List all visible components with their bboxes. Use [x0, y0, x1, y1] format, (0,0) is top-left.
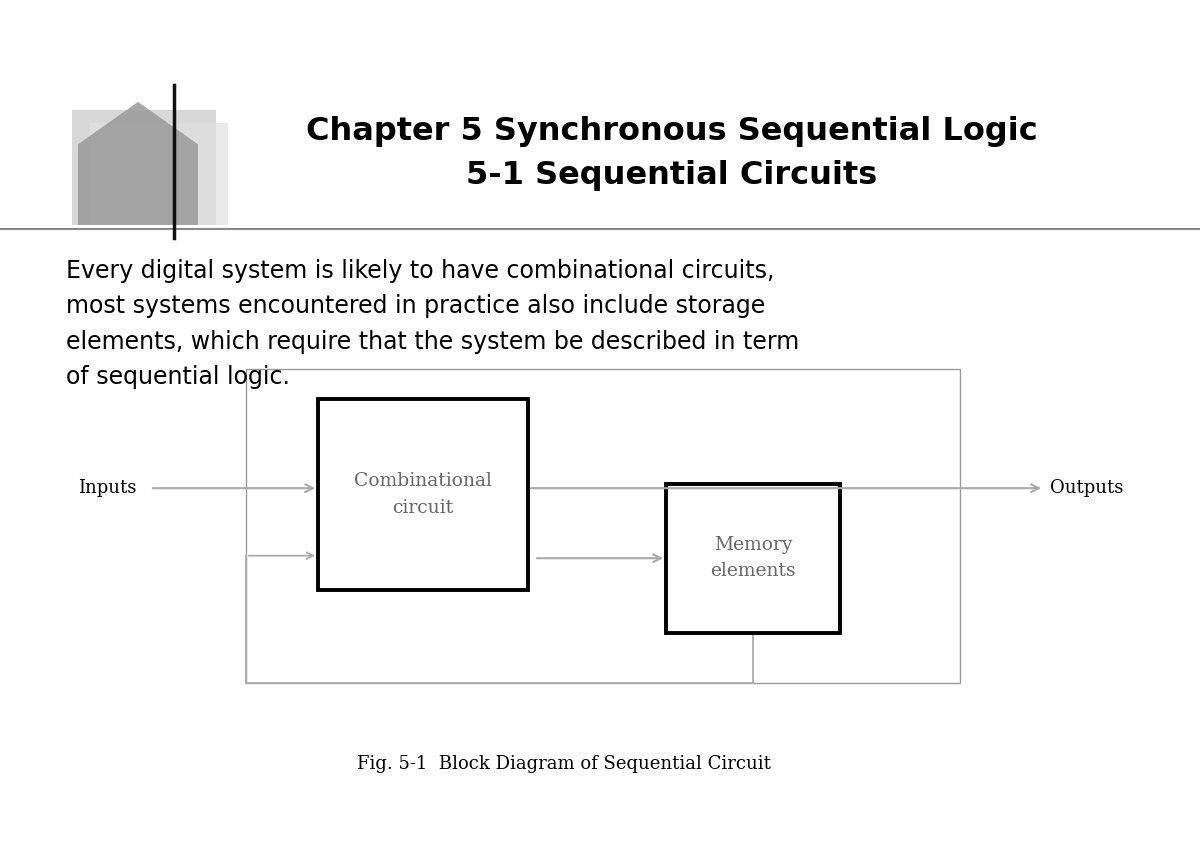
Text: Fig. 5-1  Block Diagram of Sequential Circuit: Fig. 5-1 Block Diagram of Sequential Cir… [358, 755, 770, 773]
Text: Inputs: Inputs [78, 479, 137, 498]
Bar [90, 123, 228, 225]
Text: Combinational
circuit: Combinational circuit [354, 472, 492, 517]
Text: Chapter 5 Synchronous Sequential Logic: Chapter 5 Synchronous Sequential Logic [306, 116, 1038, 147]
Polygon shape [78, 102, 198, 225]
Bar [318, 399, 528, 590]
Bar [246, 369, 960, 683]
Bar [666, 484, 840, 633]
Text: 5-1 Sequential Circuits: 5-1 Sequential Circuits [467, 160, 877, 191]
Bar [72, 110, 216, 225]
Text: Memory
elements: Memory elements [710, 536, 796, 581]
Text: Outputs: Outputs [1050, 479, 1123, 498]
Text: Every digital system is likely to have combinational circuits,
most systems enco: Every digital system is likely to have c… [66, 259, 799, 389]
